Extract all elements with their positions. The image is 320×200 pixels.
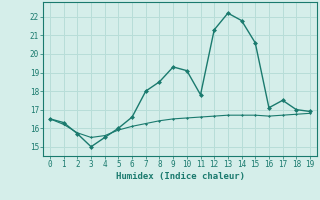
X-axis label: Humidex (Indice chaleur): Humidex (Indice chaleur) xyxy=(116,172,244,181)
